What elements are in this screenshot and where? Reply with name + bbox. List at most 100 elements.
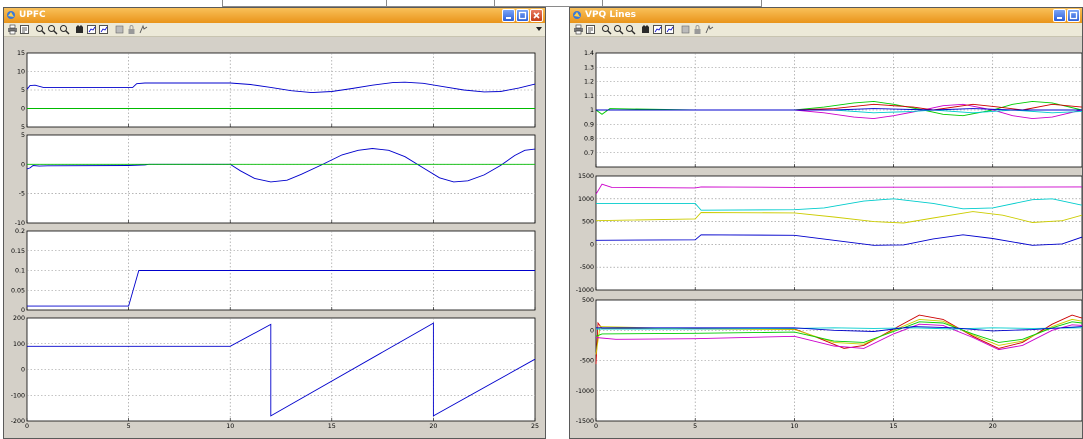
plot-area: 1.4 1.3 1.2 1.1 1 0.9 0.8 0.7 1500 1000 500 0 -500 -1… [570,37,1082,438]
y-tick-label: 100 [13,341,25,348]
matlab-icon [7,11,15,19]
title-bar[interactable]: VPQ Lines [570,8,1082,23]
y-tick-label: 1000 [578,196,594,203]
scope-window-upfc[interactable]: UPFC 15 10 5 0 5 5 0 -5 -10 0.2 0.15 0.1 0.05 0 200 100… [3,7,546,439]
x-tick-label: 5 [127,423,131,430]
y-tick-label: 0.05 [11,287,25,294]
plot-area: 15 10 5 0 5 5 0 -5 -10 0.2 0.15 0.1 0.05 0 200 100 0 -100… [4,37,545,438]
y-tick-label: 0 [21,367,25,374]
series-line [595,321,1082,343]
floating-scope-icon[interactable] [680,24,691,35]
maximize-button[interactable] [516,9,529,22]
scope-window-vpq-lines[interactable]: VPQ Lines 1.4 1.3 1.2 1.1 1 0.9 0.8 0.7 1500 1000… [569,7,1083,439]
scope-plots: 1.41.31.21.110.90.80.7150010005000-500-1… [576,50,1082,430]
series-line [595,234,1082,246]
scope-axes-2: 5 0 -5 -10 [15,132,536,227]
lock-icon[interactable] [692,24,703,35]
y-tick-label: 0 [21,161,25,168]
y-tick-label: 5 [21,124,25,131]
y-tick-label: 0 [590,327,594,334]
x-tick-label: 15 [328,423,336,430]
y-tick-label: 0 [21,106,25,113]
series-line [26,81,536,94]
top-cropped-table [222,0,762,7]
x-tick-label: 10 [226,423,234,430]
zoom-x-icon[interactable] [47,24,58,35]
y-tick-label: 1.1 [584,93,594,100]
y-tick-label: 0.8 [584,136,594,143]
series-line [26,148,536,183]
y-tick-label: -100 [11,392,25,399]
zoom-in-icon[interactable] [601,24,612,35]
lock-icon[interactable] [126,24,137,35]
floating-scope-icon[interactable] [114,24,125,35]
y-tick-label: 0.1 [15,268,25,275]
y-tick-label: -200 [11,418,25,425]
save-axes-icon[interactable] [86,24,97,35]
scope-axes-1: 1.4 1.3 1.2 1.1 1 0.9 0.8 0.7 [584,50,1082,168]
scope-axes-2: 1500 1000 500 0 -500 -1000 [576,173,1082,294]
y-tick-label: 10 [17,69,25,76]
y-tick-label: -1000 [576,388,594,395]
window-title: UPFC [19,10,46,20]
series-line [596,327,1082,330]
matlab-icon [573,11,581,19]
x-tick-label: 10 [790,423,798,430]
series-line [595,100,1082,117]
signal-select-icon[interactable] [704,24,715,35]
x-tick-label: 20 [989,423,997,430]
y-tick-label: 1.3 [584,64,594,71]
x-tick-label: 20 [429,423,437,430]
y-tick-label: 500 [582,297,594,304]
autoscale-icon[interactable] [640,24,651,35]
chevron-down-icon[interactable] [536,27,542,32]
y-tick-label: 0 [590,241,594,248]
y-tick-label: -500 [580,264,594,271]
maximize-button[interactable] [1067,9,1080,22]
y-tick-label: 1.2 [584,79,594,86]
x-tick-label: 25 [531,423,539,430]
y-tick-label: -1500 [576,418,594,425]
title-bar[interactable]: UPFC [4,8,545,23]
series-line [595,211,1082,224]
zoom-x-icon[interactable] [613,24,624,35]
signal-select-icon[interactable] [138,24,149,35]
zoom-in-icon[interactable] [35,24,46,35]
restore-axes-icon[interactable] [664,24,675,35]
series-line [596,198,1082,211]
y-tick-label: 0.7 [584,150,594,157]
scope-plots: 151050550-5-100.20.150.10.0502001000-100… [11,50,539,430]
series-line [596,103,1082,120]
y-tick-label: -10 [15,220,25,227]
scope-toolbar [4,23,545,37]
y-tick-label: 200 [13,315,25,322]
series-line [595,183,1082,195]
minimize-button[interactable] [1053,9,1066,22]
axes-background [26,134,536,224]
minimize-button[interactable] [502,9,515,22]
save-axes-icon[interactable] [652,24,663,35]
scope-axes-3: 0.2 0.15 0.1 0.05 0 [11,228,536,314]
print-icon[interactable] [573,24,584,35]
y-tick-label: 5 [21,132,25,139]
axes-background [595,175,1082,291]
params-icon[interactable] [585,24,596,35]
series-line [27,322,536,417]
y-tick-label: 1.4 [584,50,594,57]
autoscale-icon[interactable] [74,24,85,35]
x-tick-label: 5 [693,423,697,430]
close-button[interactable] [530,9,543,22]
zoom-y-icon[interactable] [59,24,70,35]
x-tick-label: 0 [594,423,598,430]
series-line [596,326,1082,332]
params-icon[interactable] [19,24,30,35]
y-tick-label: 15 [17,50,25,57]
print-icon[interactable] [7,24,18,35]
zoom-y-icon[interactable] [625,24,636,35]
restore-axes-icon[interactable] [98,24,109,35]
scope-toolbar [570,23,1082,37]
y-tick-label: 5 [21,87,25,94]
y-tick-label: 0.2 [15,228,25,235]
